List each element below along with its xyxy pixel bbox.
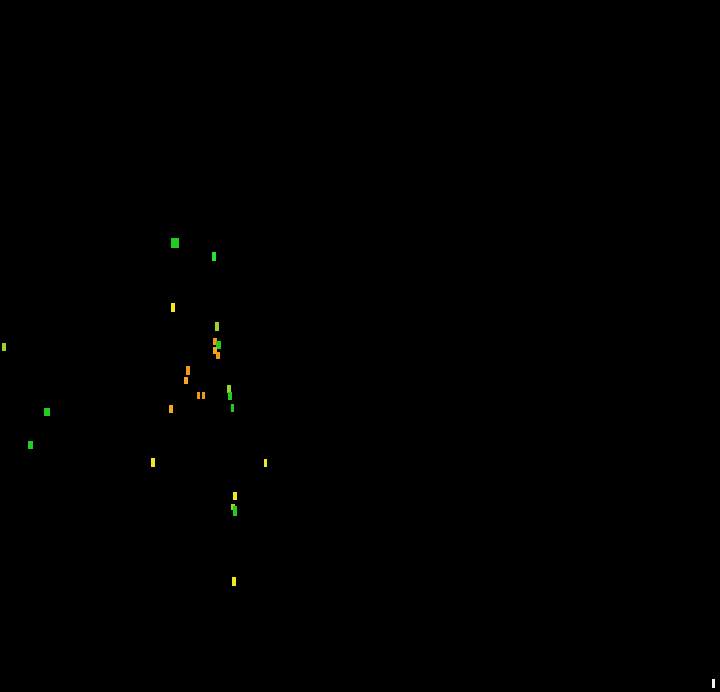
mark-yellow-4 [233, 492, 237, 500]
mark-green-4 [216, 341, 221, 349]
mark-orange-3 [216, 352, 220, 359]
mark-yellow-1 [171, 303, 175, 312]
mark-orange-4 [186, 366, 190, 375]
mark-yellow-2 [151, 458, 155, 467]
mark-orange-5 [184, 377, 188, 384]
mark-orange-2 [213, 347, 217, 354]
mark-yellow-5 [232, 577, 236, 586]
mark-green-6 [228, 392, 232, 400]
mark-green-7 [231, 404, 234, 412]
mark-orange-8 [169, 405, 173, 413]
mark-green-3 [215, 322, 219, 331]
mark-orange-1 [213, 338, 217, 345]
mark-orange-6 [197, 392, 200, 399]
mark-green-5 [227, 385, 231, 393]
cursor-caret [712, 679, 715, 688]
mark-green-1 [171, 238, 179, 248]
mark-green-left-2 [28, 441, 33, 449]
mark-orange-7 [202, 392, 205, 399]
mark-yellow-3 [264, 459, 267, 467]
mark-green-9 [233, 506, 237, 516]
mark-yellowgreen-edge [2, 343, 6, 351]
mark-green-2 [212, 252, 216, 261]
mark-green-left-1 [44, 408, 50, 416]
